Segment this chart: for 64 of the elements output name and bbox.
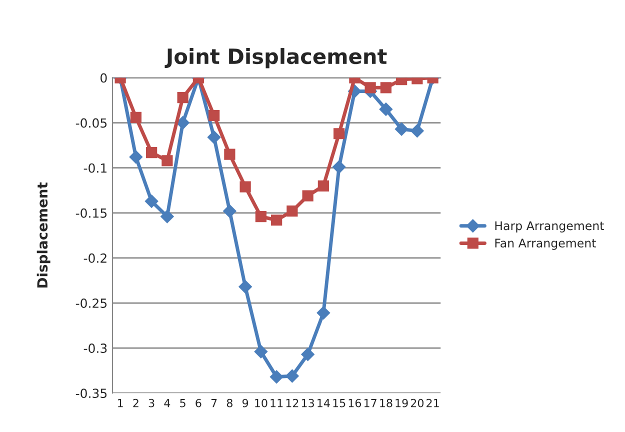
x-tick-label: 10 <box>255 398 268 408</box>
x-tick-label: 15 <box>333 399 346 408</box>
x-tick-label: 3 <box>148 398 154 408</box>
x-tick-label: 5 <box>180 399 186 408</box>
point <box>176 116 190 130</box>
x-tick-label: 18 <box>380 398 392 408</box>
x-tick-label: 2 <box>133 398 138 408</box>
point <box>238 280 252 294</box>
point <box>394 122 408 136</box>
x-tick-label: 13 <box>302 398 314 408</box>
x-tick-label: 19 <box>396 398 408 408</box>
y-tick-label: -0.25 <box>76 298 107 308</box>
point <box>129 150 143 164</box>
point <box>240 181 251 192</box>
point <box>286 369 299 383</box>
point <box>146 146 158 158</box>
point <box>302 190 314 202</box>
point <box>130 112 142 123</box>
y-tick-label: 0 <box>100 73 107 83</box>
point <box>334 128 345 140</box>
point <box>255 210 266 222</box>
x-tick-label: 17 <box>364 399 376 408</box>
x-tick-label: 9 <box>242 398 248 408</box>
x-tick-label: 20 <box>410 398 424 408</box>
y-axis-title: Displacement <box>36 182 50 288</box>
y-tick-label: -0.05 <box>76 118 107 128</box>
point <box>207 130 221 144</box>
legend-label: Fan Arrangement <box>495 238 596 250</box>
point <box>332 160 346 174</box>
x-tick-label: 12 <box>286 398 298 408</box>
chart-title: Joint Displacement <box>164 48 387 68</box>
x-tick-label: 1 <box>118 399 123 408</box>
x-tick-label: 6 <box>196 398 202 408</box>
point <box>410 124 424 138</box>
x-tick-label: 21 <box>426 398 439 408</box>
y-tick-label: -0.35 <box>76 388 107 398</box>
point <box>270 370 284 384</box>
y-tick-label: -0.2 <box>84 253 106 263</box>
point <box>364 82 376 94</box>
point <box>144 194 158 208</box>
point <box>271 214 282 226</box>
point <box>254 345 268 358</box>
x-tick-label: 16 <box>348 398 362 408</box>
point <box>162 155 173 166</box>
y-tick-label: -0.1 <box>84 163 106 173</box>
x-tick-label: 8 <box>226 398 232 408</box>
x-tick-label: 7 <box>211 399 217 408</box>
x-tick-label: 4 <box>164 399 170 408</box>
point <box>286 206 298 217</box>
point <box>177 92 188 104</box>
point <box>301 348 314 361</box>
point <box>208 110 220 122</box>
point <box>316 306 330 320</box>
x-tick-label: 14 <box>318 399 330 408</box>
y-tick-label: -0.15 <box>76 208 107 218</box>
legend-label: Harp Arrangement <box>495 221 604 232</box>
point <box>318 180 329 192</box>
point <box>379 102 393 116</box>
point <box>380 82 392 94</box>
point <box>160 210 174 224</box>
point <box>224 148 236 160</box>
y-tick-label: -0.3 <box>84 344 107 353</box>
point <box>223 204 236 218</box>
x-tick-label: 11 <box>270 399 283 408</box>
